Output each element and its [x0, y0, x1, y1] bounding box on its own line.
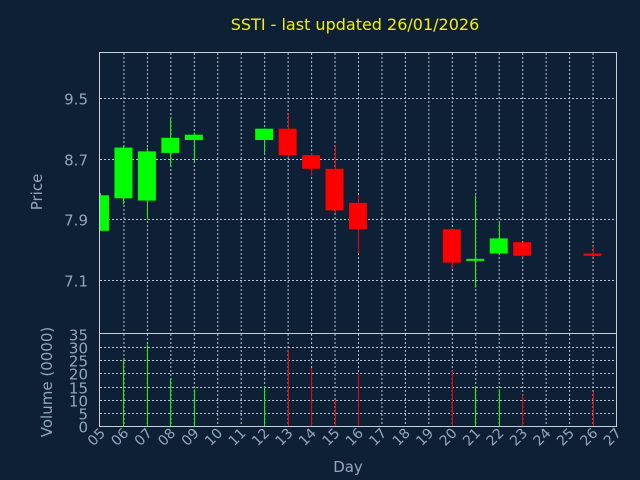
volume-y-tick-label: 35: [69, 327, 88, 345]
x-tick-label: 25: [554, 426, 578, 450]
price-y-tick-label: 7.1: [64, 273, 88, 291]
x-tick-label: 18: [390, 426, 414, 450]
volume-series: [123, 344, 594, 426]
x-tick-label: 09: [179, 426, 203, 450]
volume-y-tick-label: 25: [69, 353, 88, 371]
candle-body: [583, 253, 602, 256]
x-tick-label: 08: [155, 426, 179, 450]
chart-title: SSTI - last updated 26/01/2026: [231, 15, 480, 34]
x-tick-label: 15: [319, 426, 343, 450]
x-tick-label: 17: [366, 426, 390, 450]
volume-y-tick-label: 20: [69, 366, 88, 384]
candle-body: [489, 238, 508, 254]
x-tick-label: 06: [108, 425, 132, 449]
x-tick-label: 23: [507, 426, 531, 450]
candle-body: [255, 128, 274, 141]
volume-axis-label: Volume (0000): [38, 327, 56, 437]
price-y-tick-labels: 7.1 7.9 8.7 9.5: [64, 91, 88, 291]
x-tick-label: 21: [460, 426, 484, 450]
x-tick-label: 27: [601, 426, 625, 450]
x-tick-label: 20: [437, 426, 461, 450]
volume-y-tick-label: 0: [78, 419, 88, 437]
volume-y-tick-label: 30: [69, 340, 88, 358]
x-tick-label: 19: [413, 426, 437, 450]
price-y-tick-label: 9.5: [64, 91, 88, 109]
x-tick-label: 24: [531, 425, 555, 449]
x-tick-labels: 05 06 07 08 09 10 11 12 13 14 15 16 17 18 19 20 21 22 23 24…: [85, 425, 625, 449]
candle-body: [278, 128, 297, 156]
x-tick-label: 16: [343, 425, 367, 449]
candle-body: [114, 147, 133, 199]
price-y-tick-label: 7.9: [64, 212, 88, 230]
candle-body: [100, 195, 109, 231]
candle-body: [466, 258, 485, 261]
volume-y-tick-label: 15: [69, 380, 88, 398]
x-tick-label: 22: [484, 426, 508, 450]
candle-body: [442, 229, 461, 263]
volume-y-tick-label: 5: [78, 406, 88, 424]
x-tick-label: 13: [273, 426, 297, 450]
price-y-tick-label: 8.7: [64, 152, 88, 170]
x-tick-label: 10: [202, 426, 226, 450]
candle-body: [184, 134, 203, 141]
x-axis-label: Day: [333, 458, 363, 476]
price-axis-label: Price: [28, 174, 46, 211]
x-tick-label: 14: [296, 425, 320, 449]
candle-body: [513, 242, 532, 256]
x-tick-label: 12: [249, 426, 273, 450]
x-tick-label: 05: [85, 426, 109, 450]
candle-body: [325, 168, 344, 211]
candle-body: [137, 151, 156, 201]
x-tick-label: 11: [226, 426, 250, 450]
volume-plot-frame: [99, 333, 617, 427]
x-tick-label: 07: [132, 426, 156, 450]
volume-y-tick-label: 10: [69, 393, 88, 411]
candlestick-series: [100, 113, 602, 288]
candle-body: [161, 137, 180, 153]
price-grid: [100, 53, 616, 333]
candle-body: [349, 202, 367, 230]
x-tick-label: 26: [577, 425, 601, 449]
candle-body: [302, 155, 321, 169]
